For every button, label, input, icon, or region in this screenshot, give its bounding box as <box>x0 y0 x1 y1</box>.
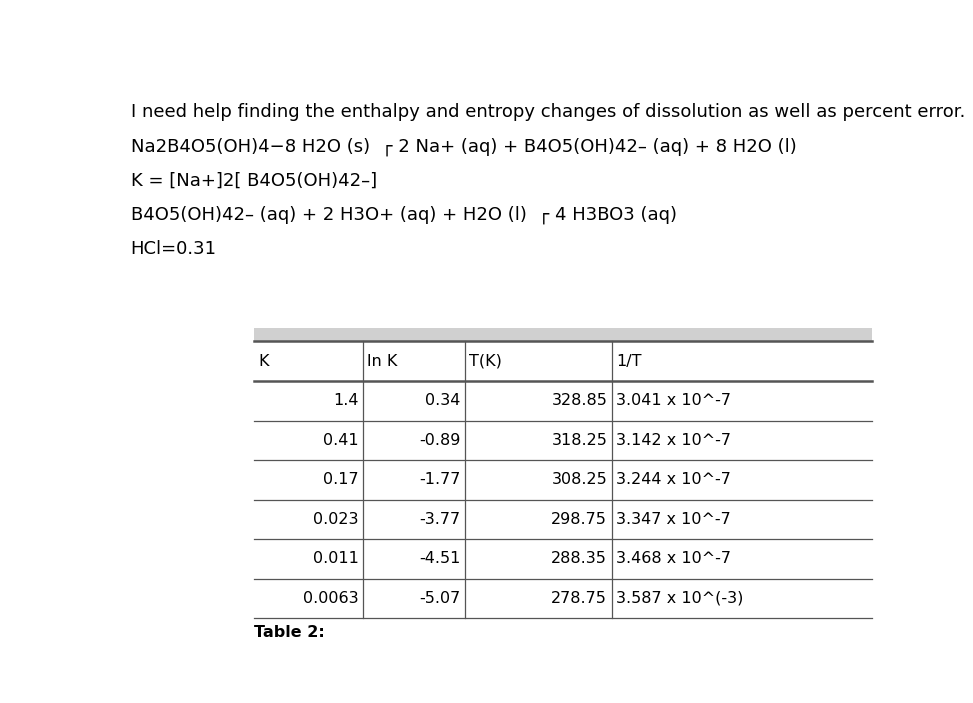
Text: -0.89: -0.89 <box>418 433 460 448</box>
Text: 1/T: 1/T <box>616 354 642 369</box>
Text: 0.17: 0.17 <box>323 472 358 487</box>
Text: 278.75: 278.75 <box>552 591 607 606</box>
Text: 298.75: 298.75 <box>552 512 607 527</box>
Text: Na2B4O5(OH)4−8 H2O (s)  ┌ 2 Na+ (aq) + B4O5(OH)42– (aq) + 8 H2O (l): Na2B4O5(OH)4−8 H2O (s) ┌ 2 Na+ (aq) + B4… <box>130 137 797 156</box>
Text: 328.85: 328.85 <box>552 393 607 408</box>
Text: -1.77: -1.77 <box>418 472 460 487</box>
Text: 3.587 x 10^(-3): 3.587 x 10^(-3) <box>616 591 743 606</box>
Text: -5.07: -5.07 <box>419 591 460 606</box>
Text: 3.142 x 10^-7: 3.142 x 10^-7 <box>616 433 732 448</box>
Text: -4.51: -4.51 <box>418 551 460 567</box>
Text: -3.77: -3.77 <box>419 512 460 527</box>
Text: K: K <box>258 354 269 369</box>
Text: 0.011: 0.011 <box>312 551 358 567</box>
Text: Table 2:: Table 2: <box>254 624 324 640</box>
Text: K = [Na+]2[ B4O5(OH)42–]: K = [Na+]2[ B4O5(OH)42–] <box>130 172 377 190</box>
Text: 3.041 x 10^-7: 3.041 x 10^-7 <box>616 393 732 408</box>
Text: I need help finding the enthalpy and entropy changes of dissolution as well as p: I need help finding the enthalpy and ent… <box>130 103 965 122</box>
Text: 0.0063: 0.0063 <box>303 591 358 606</box>
Text: B4O5(OH)42– (aq) + 2 H3O+ (aq) + H2O (l)  ┌ 4 H3BO3 (aq): B4O5(OH)42– (aq) + 2 H3O+ (aq) + H2O (l)… <box>130 205 676 224</box>
Text: 308.25: 308.25 <box>552 472 607 487</box>
Text: ln K: ln K <box>368 354 398 369</box>
Text: 3.468 x 10^-7: 3.468 x 10^-7 <box>616 551 732 567</box>
Text: 318.25: 318.25 <box>552 433 607 448</box>
Text: 0.34: 0.34 <box>425 393 460 408</box>
Text: 3.244 x 10^-7: 3.244 x 10^-7 <box>616 472 731 487</box>
Text: 3.347 x 10^-7: 3.347 x 10^-7 <box>616 512 731 527</box>
Text: T(K): T(K) <box>469 354 502 369</box>
Bar <box>254 328 872 342</box>
Text: 0.41: 0.41 <box>323 433 358 448</box>
Text: 288.35: 288.35 <box>552 551 607 567</box>
Text: HCl=0.31: HCl=0.31 <box>130 240 217 258</box>
Text: 0.023: 0.023 <box>313 512 358 527</box>
Text: 1.4: 1.4 <box>333 393 358 408</box>
